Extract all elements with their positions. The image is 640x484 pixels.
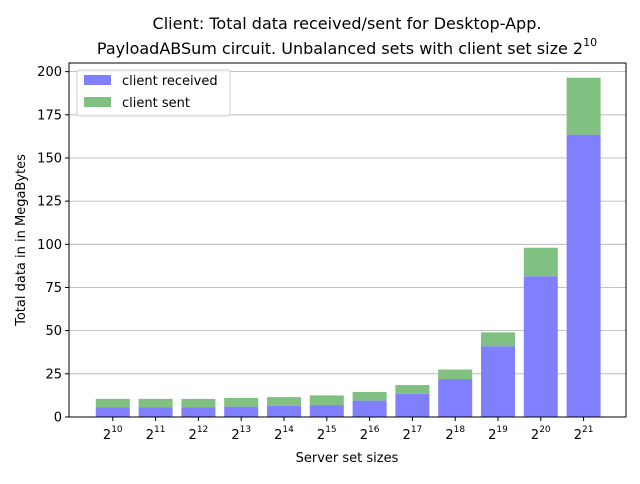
bar-client-received bbox=[95, 407, 130, 417]
bar-client-sent bbox=[138, 398, 173, 408]
x-tick-label: 213 bbox=[231, 425, 251, 443]
x-tick-label: 219 bbox=[488, 425, 508, 443]
bar-client-sent bbox=[352, 391, 387, 401]
bar-client-sent bbox=[224, 398, 259, 407]
chart-title-line2: PayloadABSum circuit. Unbalanced sets wi… bbox=[97, 36, 597, 58]
x-axis-ticks: 210 211 212 213 214 215 216 217 218 219 220 221 bbox=[103, 417, 594, 443]
legend-box bbox=[76, 69, 231, 117]
y-tick-label: 175 bbox=[37, 108, 62, 123]
plot-frame bbox=[68, 62, 627, 418]
y-axis-ticks: 0 25 50 75 100 125 150 175 200 bbox=[37, 65, 69, 426]
bars bbox=[95, 77, 601, 417]
bar-client-received bbox=[181, 407, 216, 417]
bar-client-sent bbox=[523, 247, 558, 277]
chart-title-line2-text: PayloadABSum circuit. Unbalanced sets wi… bbox=[97, 39, 583, 58]
x-tick-label: 214 bbox=[274, 425, 294, 443]
bar-client-sent bbox=[95, 398, 130, 408]
x-tick-label: 216 bbox=[360, 425, 380, 443]
bar-client-received bbox=[566, 134, 601, 417]
bar-client-received bbox=[267, 405, 301, 417]
bar-client-received bbox=[309, 404, 344, 417]
legend-label-client-sent: client sent bbox=[122, 96, 190, 111]
x-tick-label: 215 bbox=[317, 425, 337, 443]
bar-client-sent bbox=[267, 397, 301, 406]
legend-label-client-received: client received bbox=[122, 74, 218, 89]
x-tick-label: 220 bbox=[531, 425, 551, 443]
bar-client-sent bbox=[566, 77, 601, 135]
legend: client received client sent bbox=[76, 69, 231, 117]
y-tick-label: 200 bbox=[37, 65, 62, 80]
bar-client-sent bbox=[309, 395, 344, 405]
bar-client-received bbox=[352, 400, 387, 417]
x-tick-label: 221 bbox=[574, 425, 594, 443]
x-tick-label: 210 bbox=[103, 425, 123, 443]
chart-title-line2-exponent: 10 bbox=[583, 36, 597, 49]
bar-client-received bbox=[395, 393, 430, 417]
y-tick-label: 25 bbox=[45, 367, 62, 382]
bar-client-received bbox=[523, 276, 558, 417]
x-tick-label: 217 bbox=[403, 425, 423, 443]
x-axis-label: Server set sizes bbox=[296, 451, 399, 466]
bar-client-sent bbox=[438, 369, 473, 380]
chart-title-line1: Client: Total data received/sent for Des… bbox=[153, 14, 542, 33]
y-tick-label: 125 bbox=[37, 195, 62, 210]
bar-client-sent bbox=[395, 385, 430, 394]
bar-client-received bbox=[138, 407, 173, 417]
y-tick-label: 50 bbox=[45, 324, 62, 339]
y-axis-label: Total data in in MegaBytes bbox=[14, 154, 29, 327]
bar-client-sent bbox=[181, 398, 216, 408]
y-tick-label: 150 bbox=[37, 151, 62, 166]
bar-client-received bbox=[481, 346, 515, 417]
legend-swatch-client-sent bbox=[84, 97, 111, 107]
bar-client-sent bbox=[481, 332, 515, 347]
x-tick-label: 218 bbox=[445, 425, 465, 443]
x-tick-label: 212 bbox=[189, 425, 209, 443]
x-tick-label: 211 bbox=[146, 425, 166, 443]
y-tick-label: 0 bbox=[54, 411, 62, 426]
y-tick-label: 100 bbox=[37, 238, 62, 253]
bar-client-received bbox=[438, 379, 473, 417]
y-tick-label: 75 bbox=[45, 281, 62, 296]
legend-swatch-client-received bbox=[84, 75, 111, 85]
bar-client-received bbox=[224, 406, 259, 417]
grid-lines bbox=[69, 71, 626, 418]
